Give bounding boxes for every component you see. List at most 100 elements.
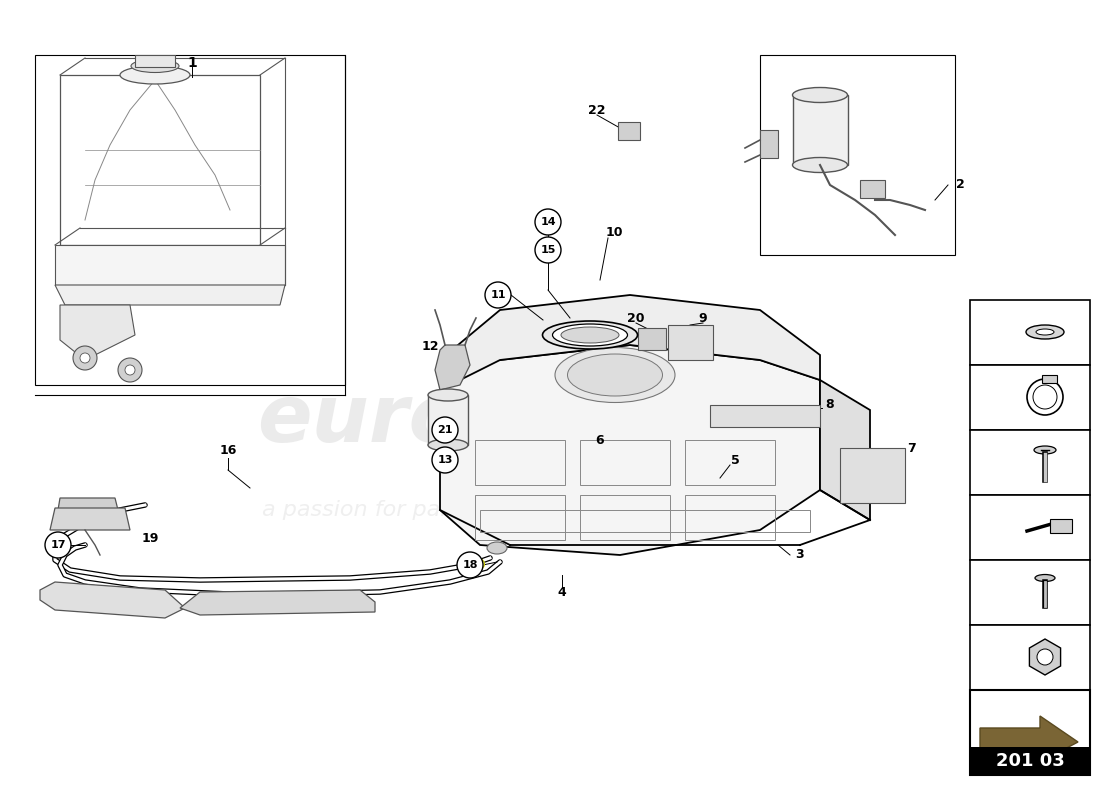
Text: 9: 9	[698, 311, 707, 325]
Bar	[638, 328, 666, 350]
Bar	[475, 495, 565, 540]
Text: 11: 11	[491, 290, 506, 300]
Polygon shape	[40, 582, 185, 618]
Bar	[35, 55, 345, 385]
Text: 17: 17	[982, 455, 1001, 469]
Bar	[970, 365, 1090, 430]
Polygon shape	[55, 285, 285, 305]
Bar	[1050, 519, 1072, 533]
Text: europarts: europarts	[257, 381, 703, 459]
Bar	[618, 122, 640, 140]
Ellipse shape	[1026, 325, 1064, 339]
Text: 13: 13	[982, 650, 1001, 664]
Ellipse shape	[792, 158, 847, 173]
Text: a passion for parts since 1985: a passion for parts since 1985	[262, 500, 598, 520]
Circle shape	[73, 346, 97, 370]
Ellipse shape	[1034, 446, 1056, 454]
Circle shape	[535, 237, 561, 263]
Polygon shape	[50, 508, 130, 530]
Text: 12: 12	[421, 339, 439, 353]
Polygon shape	[820, 380, 870, 520]
Bar	[135, 55, 175, 67]
Text: 13: 13	[438, 455, 453, 465]
Ellipse shape	[1036, 329, 1054, 335]
Ellipse shape	[556, 347, 675, 402]
Text: 22: 22	[588, 103, 606, 117]
Text: 21: 21	[982, 325, 1001, 339]
Ellipse shape	[792, 87, 847, 102]
Bar	[685, 440, 775, 485]
Text: 201 03: 201 03	[996, 752, 1065, 770]
Circle shape	[432, 447, 458, 473]
Polygon shape	[434, 345, 470, 390]
Ellipse shape	[460, 557, 484, 571]
Text: 6: 6	[596, 434, 604, 446]
Text: 8: 8	[826, 398, 834, 411]
Bar	[580, 495, 670, 540]
Circle shape	[456, 552, 483, 578]
Bar	[970, 625, 1090, 690]
Bar	[480, 510, 810, 532]
Polygon shape	[980, 716, 1078, 762]
Ellipse shape	[542, 321, 638, 349]
Circle shape	[1037, 649, 1053, 665]
Text: 2: 2	[956, 178, 965, 191]
Polygon shape	[58, 498, 118, 510]
Bar	[1042, 375, 1057, 383]
Bar	[860, 180, 886, 198]
Text: 10: 10	[605, 226, 623, 238]
Bar	[428, 395, 468, 445]
Circle shape	[432, 417, 458, 443]
Ellipse shape	[428, 389, 468, 401]
Bar	[760, 55, 955, 255]
Circle shape	[80, 353, 90, 363]
Bar	[970, 495, 1090, 560]
Ellipse shape	[1035, 574, 1055, 582]
Circle shape	[535, 209, 561, 235]
Bar	[760, 130, 778, 158]
Ellipse shape	[120, 66, 190, 84]
Polygon shape	[440, 295, 820, 390]
Text: 15: 15	[982, 520, 1001, 534]
Text: 18: 18	[982, 390, 1001, 404]
Bar	[840, 448, 905, 503]
Bar	[55, 245, 285, 285]
Bar	[970, 430, 1090, 495]
Text: 20: 20	[627, 311, 645, 325]
Text: 4: 4	[558, 586, 566, 598]
Bar	[970, 747, 1090, 775]
Ellipse shape	[568, 354, 662, 396]
Circle shape	[118, 358, 142, 382]
Bar	[580, 440, 670, 485]
Ellipse shape	[428, 439, 468, 451]
Ellipse shape	[131, 59, 179, 73]
Text: 15: 15	[540, 245, 556, 255]
Text: 21: 21	[438, 425, 453, 435]
Text: 18: 18	[462, 560, 477, 570]
Text: 5: 5	[730, 454, 739, 466]
Bar	[970, 300, 1090, 365]
Ellipse shape	[487, 542, 507, 554]
Text: 17: 17	[51, 540, 66, 550]
Circle shape	[125, 365, 135, 375]
Bar	[710, 405, 820, 427]
Bar	[475, 440, 565, 485]
Polygon shape	[440, 345, 820, 555]
Text: 16: 16	[219, 443, 236, 457]
Polygon shape	[60, 305, 135, 360]
Text: 19: 19	[141, 531, 158, 545]
Circle shape	[45, 532, 72, 558]
Text: 7: 7	[908, 442, 916, 454]
Text: 14: 14	[982, 585, 1001, 599]
Bar	[793, 95, 848, 165]
Bar	[970, 690, 1090, 775]
Ellipse shape	[561, 327, 619, 343]
Bar	[685, 495, 775, 540]
Bar	[60, 75, 260, 245]
Text: 3: 3	[795, 549, 804, 562]
Bar	[668, 325, 713, 360]
Text: 1: 1	[187, 56, 197, 70]
Polygon shape	[180, 590, 375, 615]
Circle shape	[485, 282, 512, 308]
Ellipse shape	[552, 324, 627, 346]
